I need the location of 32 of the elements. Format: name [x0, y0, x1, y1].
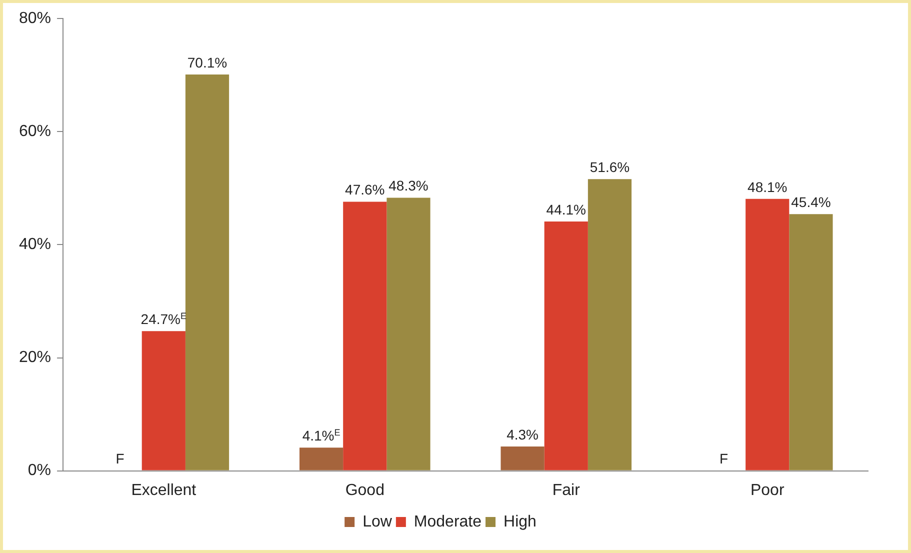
bar	[343, 202, 387, 470]
bar	[299, 448, 344, 470]
x-tick-label: Excellent	[131, 482, 197, 499]
y-tick-label: 60%	[18, 123, 52, 140]
text: F	[720, 450, 728, 467]
bar	[500, 446, 544, 470]
text: F	[116, 450, 124, 467]
data-label: 44.1%	[546, 201, 586, 218]
bar	[544, 222, 588, 470]
x-tick-label: Good	[345, 482, 384, 499]
legend-label: Moderate	[414, 513, 482, 530]
bar	[185, 74, 230, 470]
data-label: 51.6%	[590, 158, 630, 175]
bar	[386, 198, 430, 470]
y-tick-label: 40%	[18, 236, 52, 254]
legend-label: Low	[362, 513, 392, 530]
x-tick-label: Fair	[552, 482, 581, 499]
x-tick-label: Poor	[750, 482, 785, 499]
y-tick-label: 0%	[28, 462, 52, 480]
data-label: 70.1%	[187, 54, 228, 70]
data-label: 48.1%	[748, 178, 788, 195]
y-tick-label: 80%	[18, 10, 52, 28]
bar	[789, 214, 833, 470]
bar	[142, 331, 186, 470]
data-label: 4.3%	[506, 426, 538, 442]
data-label: 47.6%	[345, 182, 385, 198]
bar	[588, 179, 632, 470]
legend-label: High	[504, 513, 536, 530]
bar	[746, 198, 790, 470]
y-tick-label: 20%	[18, 349, 52, 366]
data-label: 48.3%	[388, 178, 428, 194]
data-label: 45.4%	[791, 194, 831, 210]
